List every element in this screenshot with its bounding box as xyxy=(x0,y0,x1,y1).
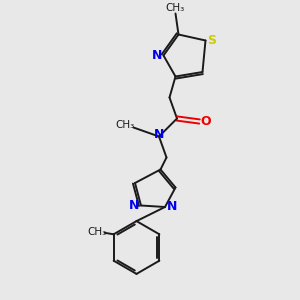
Text: N: N xyxy=(152,49,162,62)
Text: N: N xyxy=(129,199,140,212)
Text: N: N xyxy=(167,200,177,214)
Text: CH₃: CH₃ xyxy=(88,227,107,237)
Text: S: S xyxy=(208,34,217,47)
Text: CH₃: CH₃ xyxy=(115,119,134,130)
Text: N: N xyxy=(154,128,164,141)
Text: CH₃: CH₃ xyxy=(166,3,185,13)
Text: O: O xyxy=(200,115,211,128)
